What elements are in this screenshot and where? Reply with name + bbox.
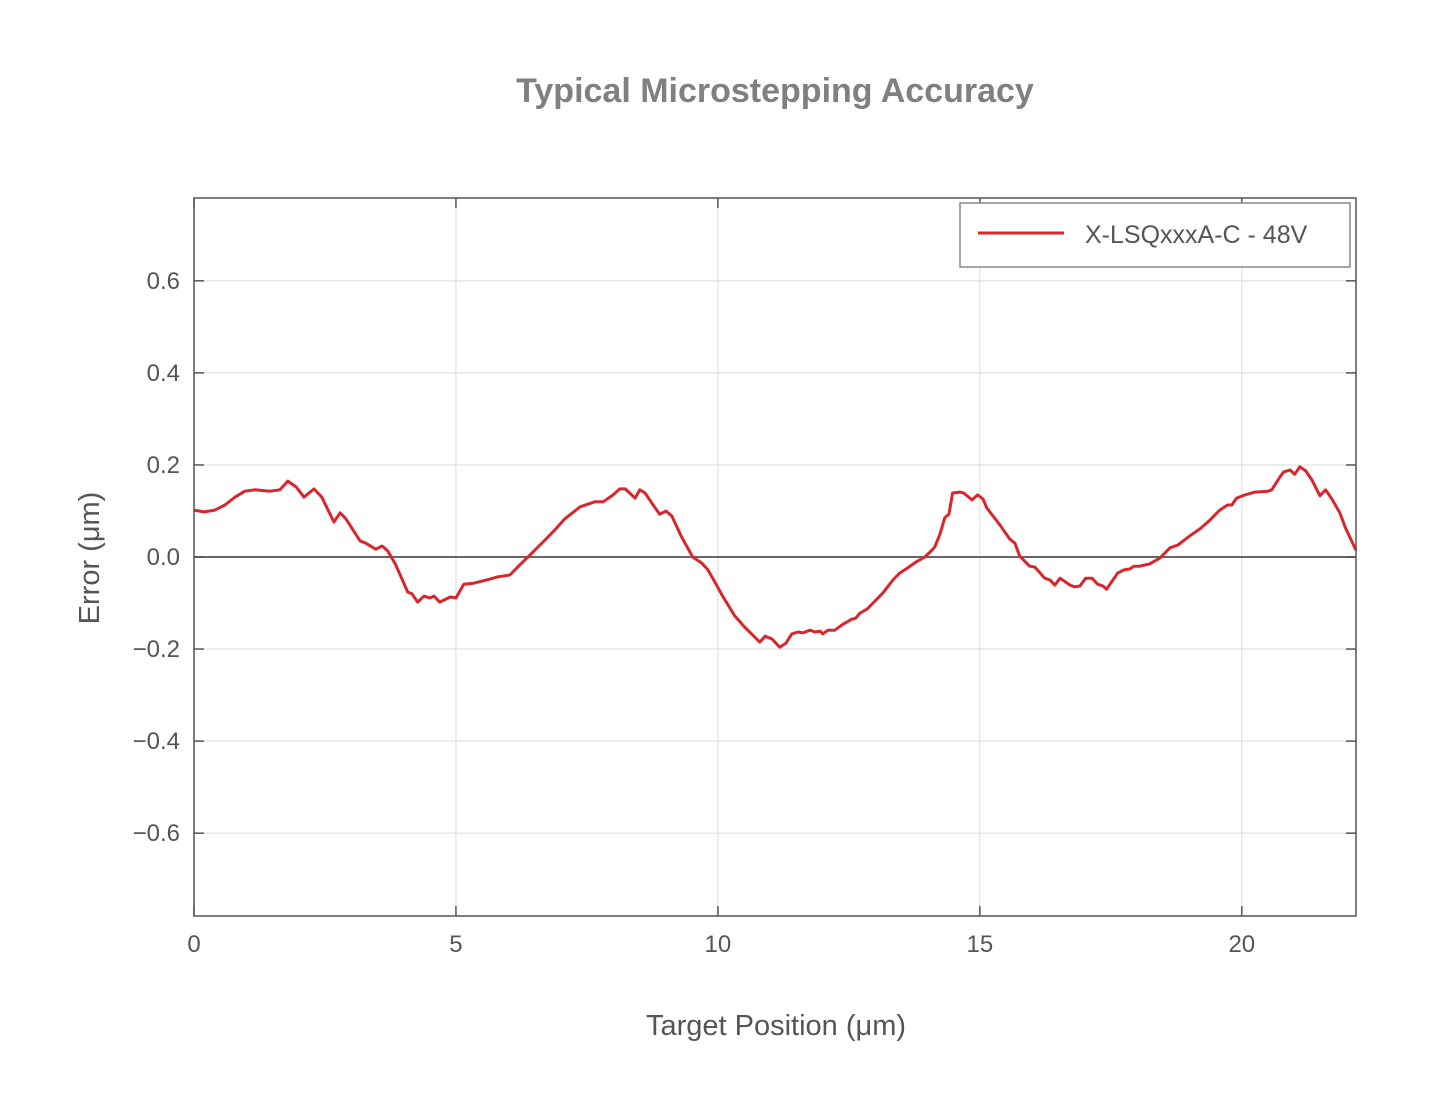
tick-labels: 0 5 10 15 20 0.6 0.4 0.2 0.0 −0.2 −0.4 −0.6	[133, 268, 1256, 958]
x-tick-label: 15	[966, 931, 993, 958]
y-tick-label: −0.4	[133, 728, 180, 755]
y-tick-label: −0.2	[133, 636, 180, 663]
y-tick-label: 0.2	[147, 452, 180, 479]
y-tick-label: 0.0	[147, 544, 180, 571]
x-tick-label: 0	[187, 931, 200, 958]
chart-title: Typical Microstepping Accuracy	[516, 72, 1034, 110]
y-tick-label: −0.6	[133, 820, 180, 847]
legend: X-LSQxxxA-C - 48V	[959, 202, 1351, 268]
x-axis-label: Target Position (μm)	[646, 1010, 906, 1042]
x-tick-label: 20	[1228, 931, 1255, 958]
y-axis-label: Error (μm)	[74, 492, 106, 625]
y-tick-label: 0.4	[147, 360, 180, 387]
y-tick-label: 0.6	[147, 268, 180, 295]
plot-frame	[193, 197, 1357, 917]
legend-label: X-LSQxxxA-C - 48V	[1085, 221, 1308, 249]
series-line	[193, 465, 1358, 649]
legend-box	[959, 202, 1351, 268]
x-tick-label: 10	[705, 931, 732, 958]
series-lines	[193, 465, 1358, 649]
x-tick-label: 5	[449, 931, 462, 958]
